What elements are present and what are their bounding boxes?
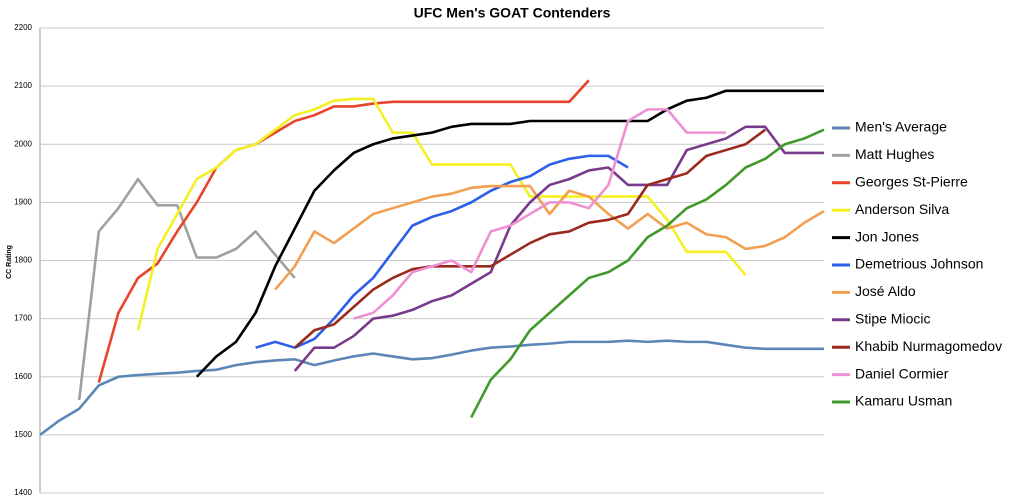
- chart-title: UFC Men's GOAT Contenders: [414, 5, 611, 21]
- legend-label: Daniel Cormier: [855, 365, 949, 381]
- y-tick-label: 1600: [14, 372, 32, 381]
- y-tick-label: 1700: [14, 314, 32, 323]
- y-tick-label: 1400: [14, 488, 32, 497]
- legend-label: Jon Jones: [855, 228, 919, 244]
- y-tick-label: 1800: [14, 256, 32, 265]
- series-line: [136, 97, 747, 331]
- legend-label: Demetrious Johnson: [855, 256, 983, 272]
- series-line: [470, 128, 825, 419]
- legend-label: Men's Average: [855, 119, 947, 135]
- legend-label: José Aldo: [855, 283, 916, 299]
- series-line: [274, 184, 825, 291]
- legend-label: Khabib Nurmagomedov: [855, 338, 1002, 354]
- series-line: [39, 339, 824, 436]
- y-tick-label: 2200: [14, 23, 32, 32]
- y-tick-label: 2100: [14, 81, 32, 90]
- series-line: [293, 128, 766, 349]
- legend-label: Stipe Miocic: [855, 311, 930, 327]
- series-line: [255, 154, 629, 349]
- series-line: [97, 79, 590, 383]
- series-line: [195, 89, 824, 378]
- legend-label: Anderson Silva: [855, 201, 949, 217]
- legend-label: Kamaru Usman: [855, 393, 952, 409]
- y-axis-label: CC Rating: [6, 245, 13, 279]
- y-tick-label: 1900: [14, 197, 32, 206]
- y-tick-label: 2000: [14, 139, 32, 148]
- y-tick-label: 1500: [14, 430, 32, 439]
- series-line: [293, 125, 824, 372]
- series-line: [77, 177, 296, 401]
- series-line: [353, 108, 726, 320]
- legend-label: Matt Hughes: [855, 146, 934, 162]
- legend-label: Georges St-Pierre: [855, 174, 968, 190]
